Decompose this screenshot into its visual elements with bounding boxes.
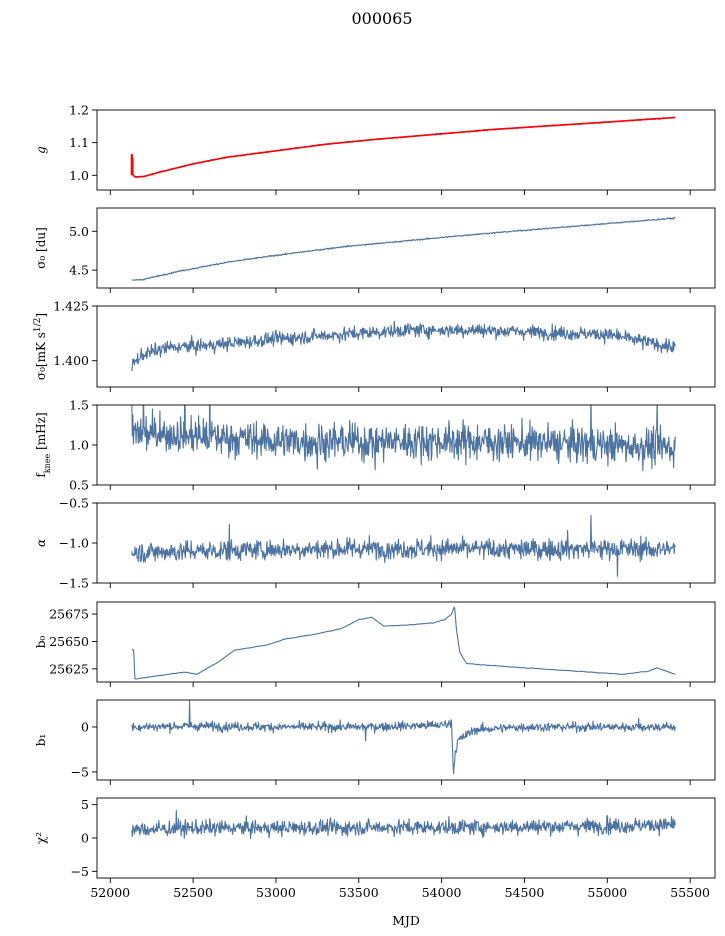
series-line-g bbox=[131, 116, 676, 179]
axes-frame bbox=[96, 601, 716, 683]
x-tick-label: 54500 bbox=[505, 885, 545, 900]
x-axis-label: MJD bbox=[392, 913, 420, 928]
panel-sigma0: 4.5 5.0 σ₀ [du] bbox=[34, 207, 716, 293]
y-tick-label: 1.400 bbox=[53, 353, 89, 368]
series-line-fknee bbox=[131, 405, 676, 472]
series-line-b0 bbox=[131, 606, 676, 680]
panel-b1: −5 0 b₁ bbox=[34, 699, 716, 785]
y-tick-label: 4.5 bbox=[69, 263, 89, 278]
y-tick-label: 25625 bbox=[49, 661, 89, 676]
series-line-alpha bbox=[131, 514, 676, 577]
x-tick-label: 52000 bbox=[90, 885, 130, 900]
y-tick-label: −0.5 bbox=[59, 496, 89, 511]
y-tick-label: 5.0 bbox=[69, 224, 89, 239]
panel-b0: 25625 25650 25675 b₀ bbox=[34, 601, 716, 687]
y-axis-label: g bbox=[34, 146, 48, 154]
series-line-g-fit bbox=[131, 116, 676, 178]
y-tick-label: 1.425 bbox=[53, 299, 89, 314]
series-group bbox=[131, 700, 676, 775]
x-tick-label: 52500 bbox=[173, 885, 213, 900]
axes-frame bbox=[96, 797, 716, 879]
axes-frame bbox=[96, 699, 716, 781]
panel-g: 1.0 1.1 1.2 g bbox=[34, 103, 716, 195]
figure-title: 000065 bbox=[351, 9, 412, 28]
panel-sigma0_mK: 1.400 1.425 σ₀[mK s1/2] bbox=[33, 299, 716, 392]
y-axis-label: χ² bbox=[34, 832, 48, 844]
series-group bbox=[131, 320, 676, 372]
panel-chi2: −5 0 5 52000 52500 53000 53500 54000 54500 55000 5… bbox=[34, 797, 716, 900]
series-group bbox=[131, 216, 676, 281]
x-tick-label: 55000 bbox=[587, 885, 627, 900]
y-axis-label: fknee [mHz] bbox=[34, 412, 52, 477]
y-axis-label: σ₀ [du] bbox=[34, 227, 48, 269]
y-axis-label: α bbox=[34, 539, 48, 547]
axes-frame bbox=[96, 207, 716, 289]
axes-frame bbox=[96, 109, 716, 191]
series-group bbox=[131, 405, 676, 472]
y-axis-label-subscript: knee bbox=[43, 453, 52, 473]
series-line-b1 bbox=[131, 700, 676, 775]
panel-fknee: 0.5 1.0 1.5 fknee [mHz] bbox=[34, 398, 716, 493]
x-tick-label: 54000 bbox=[422, 885, 462, 900]
y-axis-label-exponent: 1/2 bbox=[33, 318, 43, 332]
series-group bbox=[131, 606, 676, 680]
y-tick-label: −5 bbox=[71, 764, 89, 779]
x-tick-label: 55500 bbox=[670, 885, 710, 900]
series-group bbox=[131, 809, 676, 840]
series-line-sigma0 bbox=[131, 216, 676, 281]
series-line-chi2 bbox=[131, 809, 676, 840]
y-axis-label: b₁ bbox=[34, 734, 48, 747]
series-group bbox=[131, 514, 676, 577]
y-tick-label: −1.0 bbox=[59, 536, 89, 551]
y-tick-label: 0 bbox=[81, 831, 89, 846]
y-tick-label: −1.5 bbox=[59, 576, 89, 591]
panels-container: 1.0 1.1 1.2 g 4.5 5.0 σ₀ [du] 1.400 1.425 σ₀[mK s… bbox=[33, 103, 716, 900]
x-tick-label: 53500 bbox=[339, 885, 379, 900]
y-tick-label: −5 bbox=[71, 864, 89, 879]
y-axis-label: σ₀[mK s1/2] bbox=[33, 313, 48, 380]
y-tick-label: 5 bbox=[81, 797, 89, 812]
y-tick-label: 1.1 bbox=[69, 135, 89, 150]
y-tick-label: 1.0 bbox=[69, 438, 89, 453]
x-tick-label: 53000 bbox=[256, 885, 296, 900]
series-line-sigma0_mK bbox=[131, 320, 676, 372]
y-axis-label: b₀ bbox=[34, 636, 48, 649]
series-group bbox=[130, 116, 676, 179]
panel-alpha: −1.5 −1.0 −0.5 α bbox=[34, 496, 716, 591]
y-tick-label: 1.2 bbox=[69, 103, 89, 118]
axes-frame bbox=[96, 305, 716, 388]
y-tick-label: 1.5 bbox=[69, 398, 89, 413]
y-tick-label: 25675 bbox=[49, 607, 89, 622]
y-tick-label: 0 bbox=[81, 719, 89, 734]
y-tick-label: 1.0 bbox=[69, 168, 89, 183]
y-tick-label: 25650 bbox=[49, 634, 89, 649]
y-tick-label: 0.5 bbox=[69, 478, 89, 493]
